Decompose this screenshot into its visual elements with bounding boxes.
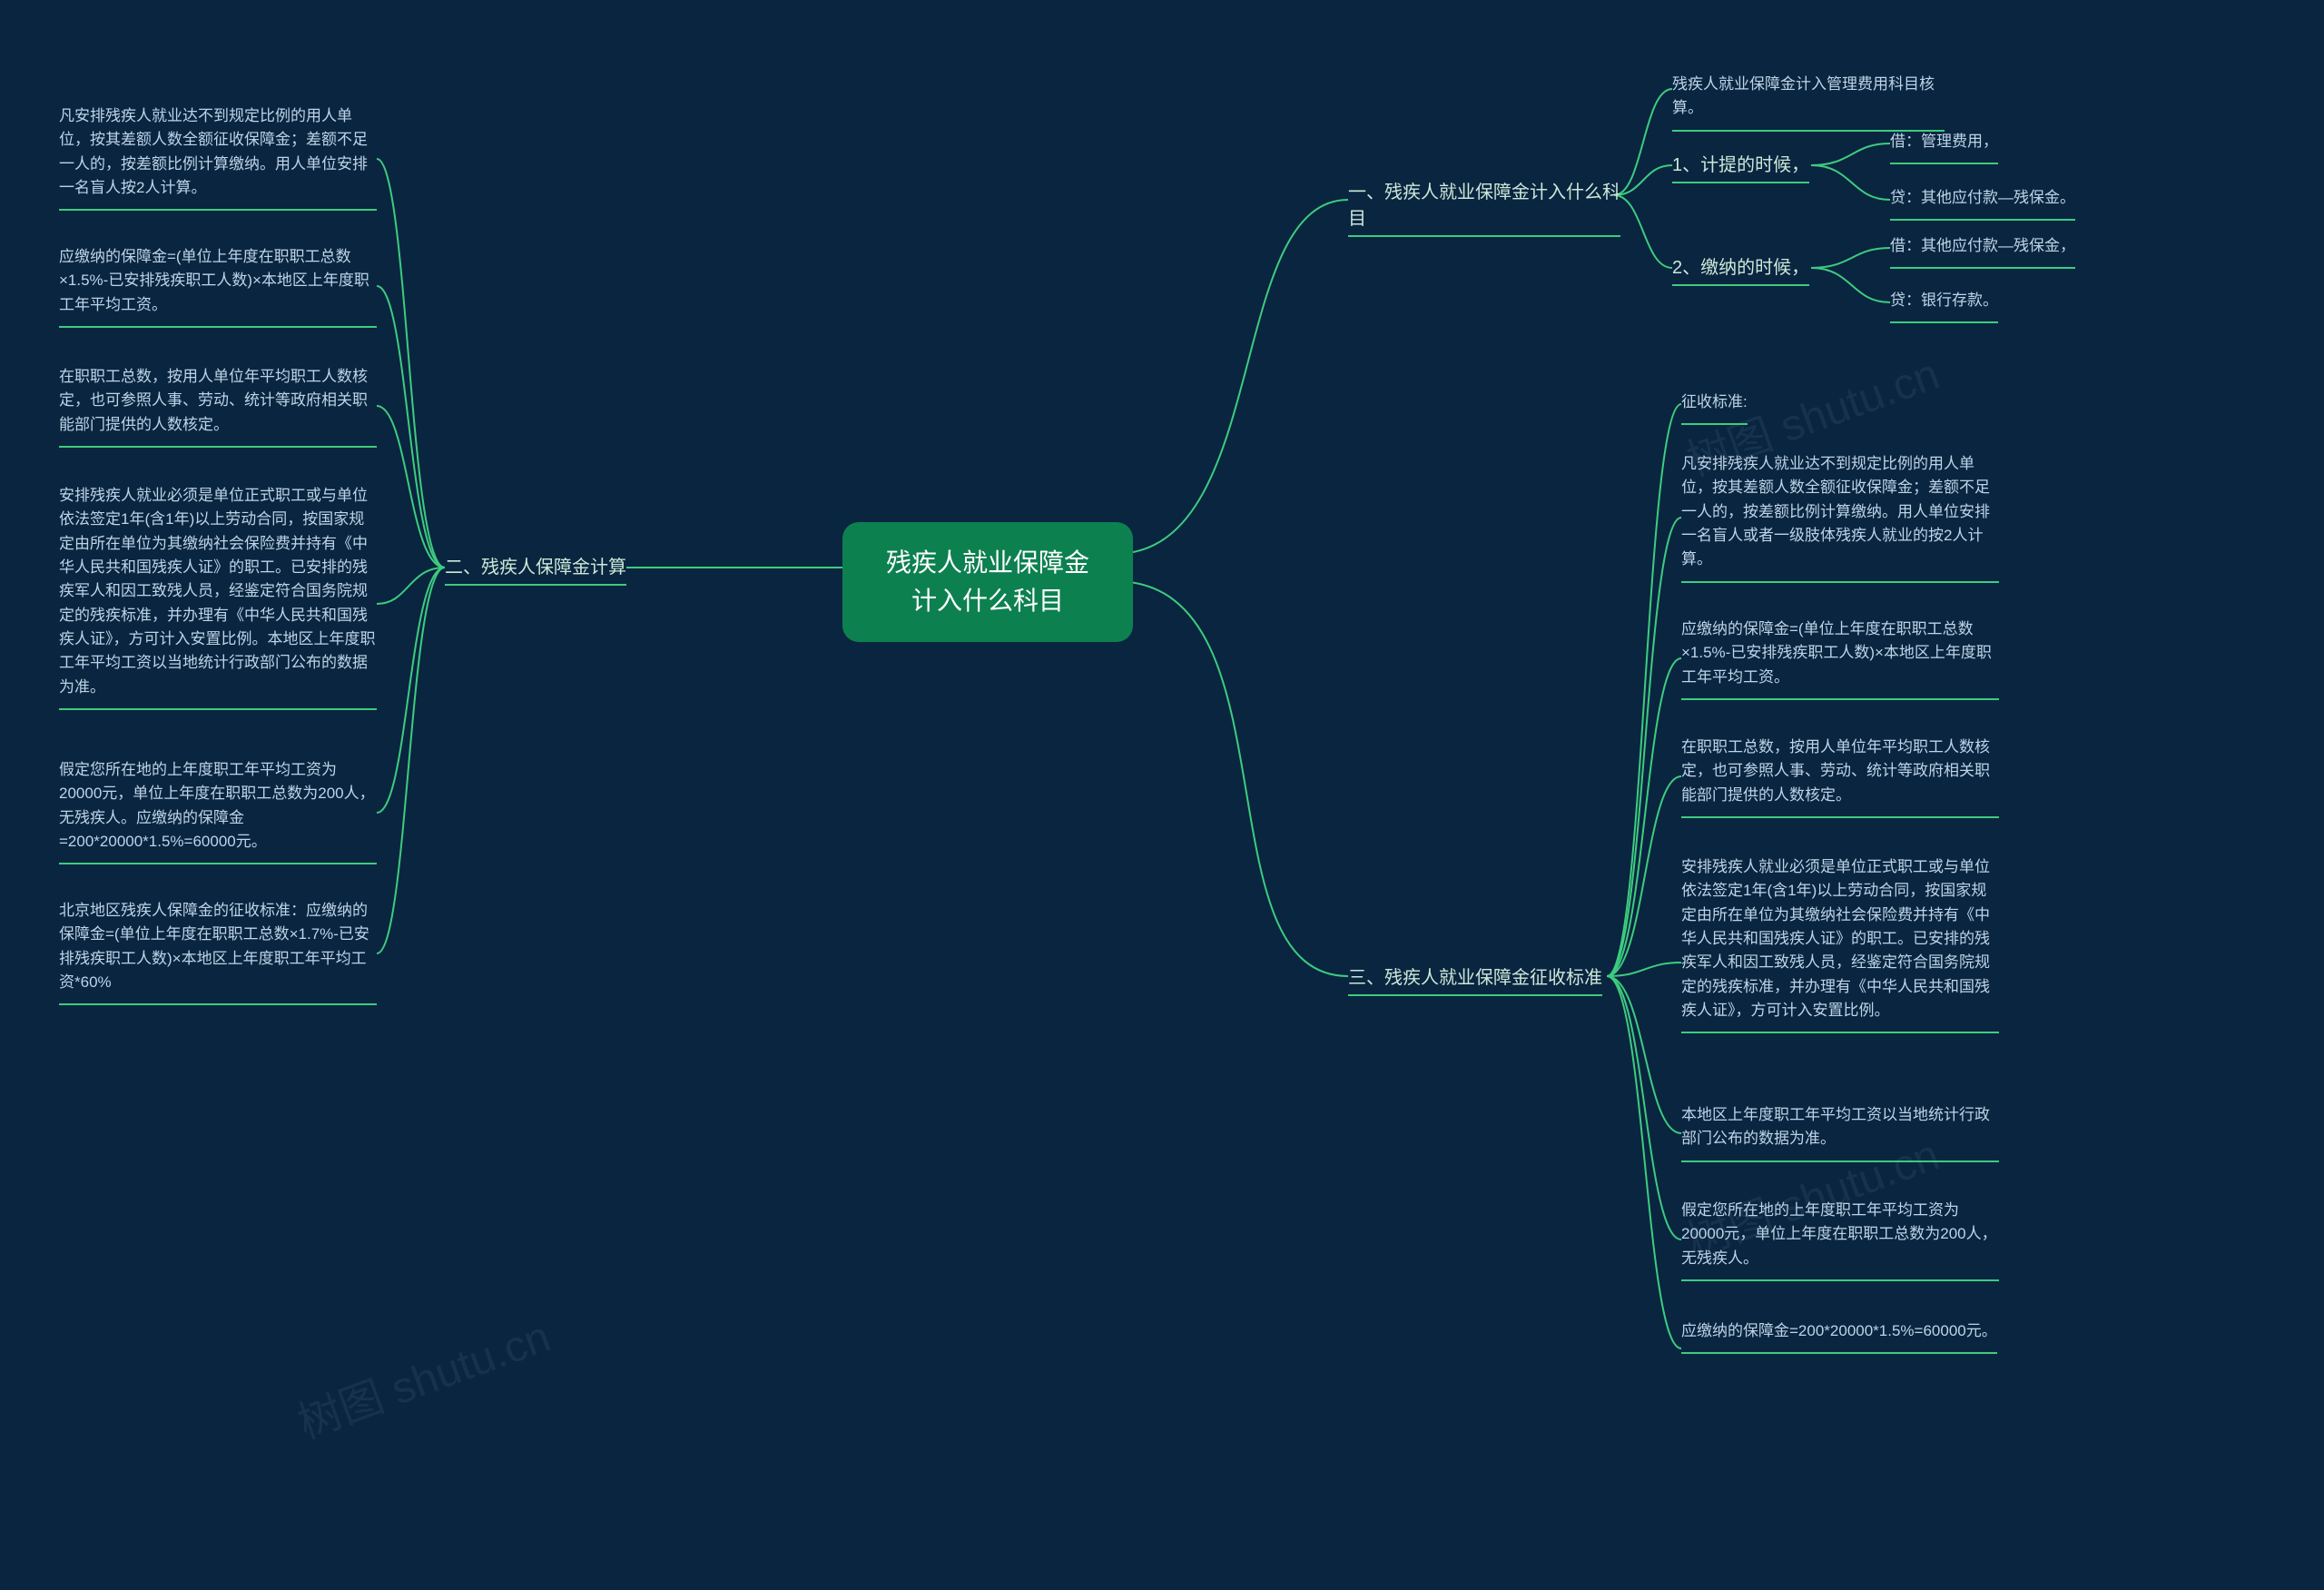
branch-2-leaf-2[interactable]: 应缴纳的保障金=(单位上年度在职职工总数×1.5%-已安排残疾职工人数)×本地区… [59, 245, 377, 328]
branch-2-leaf-3[interactable]: 在职职工总数，按用人单位年平均职工人数核定，也可参照人事、劳动、统计等政府相关职… [59, 365, 377, 448]
branch-3-leaf-6[interactable]: 假定您所在地的上年度职工年平均工资为20000元，单位上年度在职职工总数为200… [1681, 1199, 1999, 1281]
branch-3-leaf-5[interactable]: 本地区上年度职工年平均工资以当地统计行政部门公布的数据为准。 [1681, 1103, 1999, 1162]
branch-3-leaf-4[interactable]: 安排残疾人就业必须是单位正式职工或与单位依法签定1年(含1年)以上劳动合同，按国… [1681, 855, 1999, 1033]
branch-2[interactable]: 二、残疾人保障金计算 [445, 552, 626, 586]
branch-3-leaf-7[interactable]: 应缴纳的保障金=200*20000*1.5%=60000元。 [1681, 1319, 1997, 1354]
branch-1-child-2-leaf-b[interactable]: 贷：银行存款。 [1890, 289, 1998, 323]
branch-1[interactable]: 一、残疾人就业保障金计入什么科目 [1348, 177, 1620, 237]
branch-2-leaf-5[interactable]: 假定您所在地的上年度职工年平均工资为20000元，单位上年度在职职工总数为200… [59, 758, 377, 864]
branch-1-child-1-leaf-a[interactable]: 借：管理费用， [1890, 130, 1998, 164]
branch-1-child-2[interactable]: 2、缴纳的时候， [1672, 252, 1809, 286]
branch-2-leaf-6[interactable]: 北京地区残疾人保障金的征收标准：应缴纳的保障金=(单位上年度在职职工总数×1.7… [59, 899, 377, 1005]
branch-2-leaf-4[interactable]: 安排残疾人就业必须是单位正式职工或与单位依法签定1年(含1年)以上劳动合同，按国… [59, 484, 377, 710]
branch-1-child-2-leaf-a[interactable]: 借：其他应付款—残保金， [1890, 234, 2075, 269]
watermark: 树图 shutu.cn [288, 1300, 557, 1450]
branch-1-child-1[interactable]: 1、计提的时候， [1672, 150, 1809, 183]
branch-3[interactable]: 三、残疾人就业保障金征收标准 [1348, 963, 1602, 996]
branch-3-leaf-3[interactable]: 在职职工总数，按用人单位年平均职工人数核定，也可参照人事、劳动、统计等政府相关职… [1681, 736, 1999, 818]
branch-1-child-1-leaf-b[interactable]: 贷：其他应付款—残保金。 [1890, 186, 2075, 221]
central-topic[interactable]: 残疾人就业保障金计入什么科目 [842, 522, 1133, 642]
branch-3-leaf-1[interactable]: 凡安排残疾人就业达不到规定比例的用人单位，按其差额人数全额征收保障金；差额不足一… [1681, 452, 1999, 583]
branch-1-leaf-0[interactable]: 残疾人就业保障金计入管理费用科目核算。 [1672, 73, 1945, 132]
branch-3-leaf-2[interactable]: 应缴纳的保障金=(单位上年度在职职工总数×1.5%-已安排残疾职工人数)×本地区… [1681, 617, 1999, 700]
branch-2-leaf-1[interactable]: 凡安排残疾人就业达不到规定比例的用人单位，按其差额人数全额征收保障金；差额不足一… [59, 104, 377, 211]
branch-3-leaf-0[interactable]: 征收标准: [1681, 390, 1748, 425]
